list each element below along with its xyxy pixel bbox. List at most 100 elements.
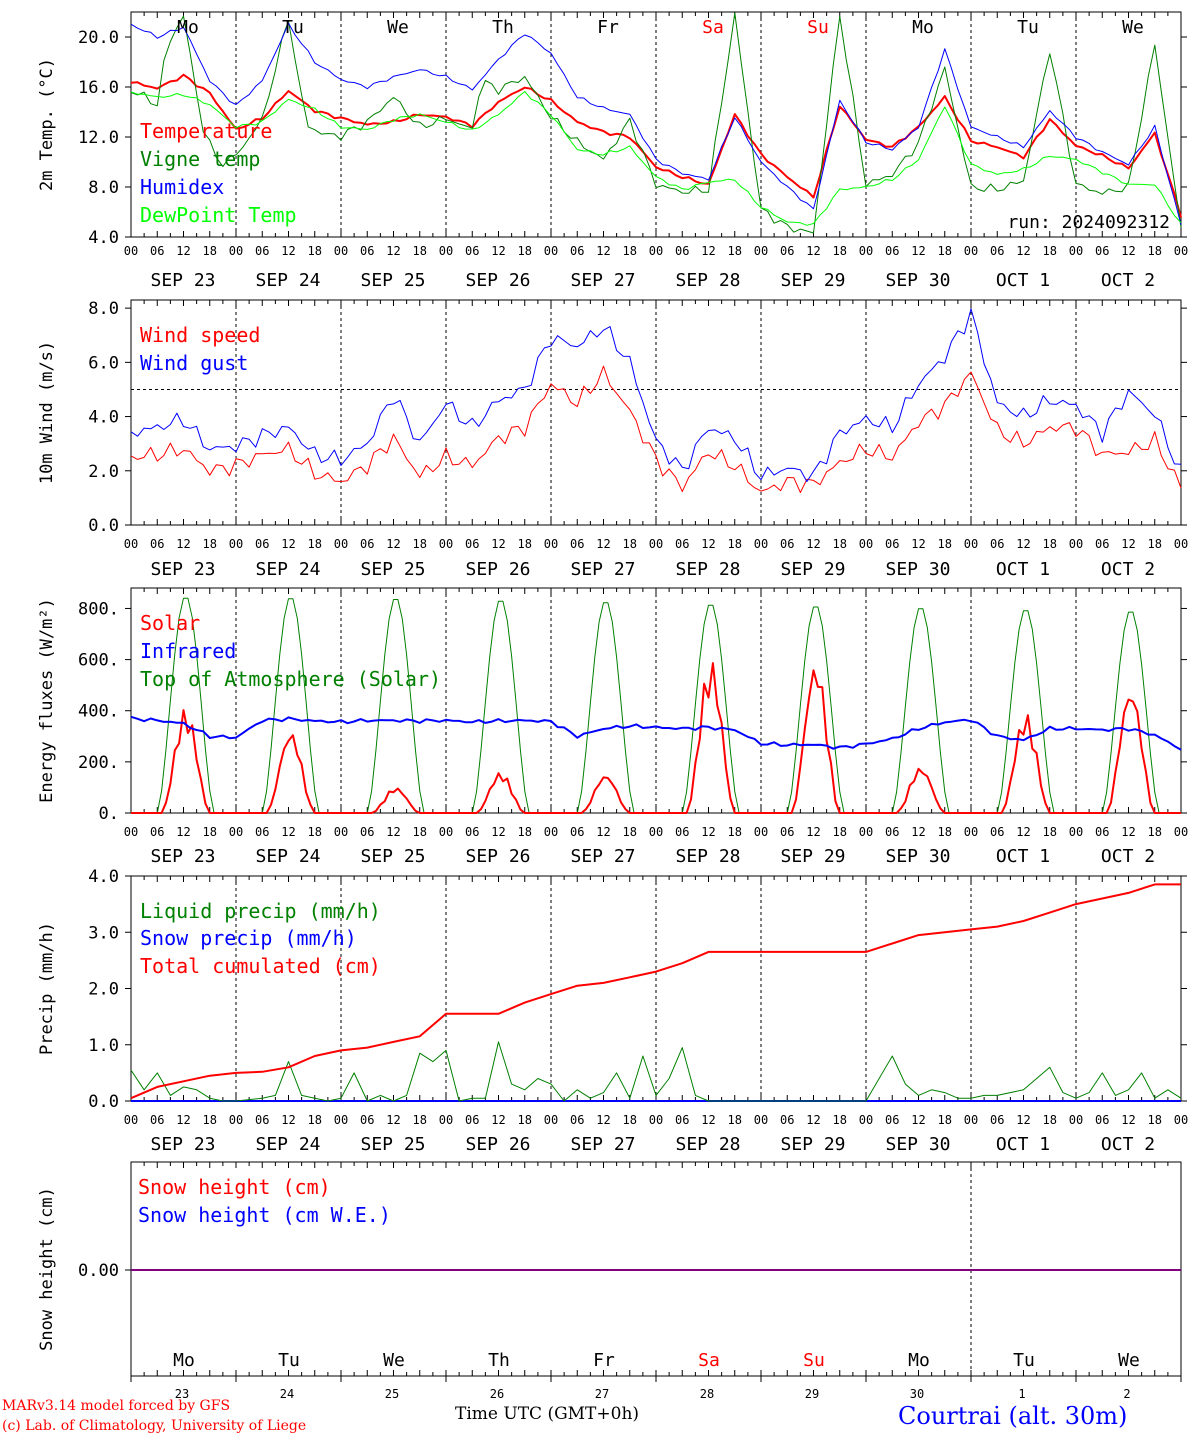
hour-label: 12	[596, 537, 610, 551]
y-axis-label: 10m Wind (m/s)	[37, 341, 57, 484]
hour-label: 00	[859, 825, 873, 839]
hour-label: 18	[728, 244, 742, 258]
weekday-label: Mo	[173, 1350, 195, 1371]
hour-label: 12	[491, 1113, 505, 1127]
hour-label: 00	[1174, 244, 1188, 258]
weekday-label: Mo	[177, 17, 199, 38]
hour-label: 12	[176, 825, 190, 839]
hour-label: 12	[1016, 244, 1030, 258]
weekday-label: We	[1118, 1350, 1140, 1371]
hour-label: 06	[780, 825, 794, 839]
hour-label: 00	[754, 244, 768, 258]
hour-label: 18	[413, 537, 427, 551]
hour-label: 12	[491, 244, 505, 258]
hour-label: 12	[911, 825, 925, 839]
legend-label: Liquid precip (mm/h)	[140, 899, 381, 923]
hour-label: 06	[675, 825, 689, 839]
date-label: SEP 30	[885, 1134, 950, 1155]
hour-label: 12	[176, 1113, 190, 1127]
hour-label: 00	[229, 1113, 243, 1127]
hour-label: 06	[885, 244, 899, 258]
hour-label: 12	[596, 244, 610, 258]
hour-label: 00	[334, 537, 348, 551]
y-tick-label: 0.	[99, 804, 119, 824]
hour-label: 06	[780, 537, 794, 551]
hour-label: 12	[1016, 537, 1030, 551]
hour-label: 00	[754, 825, 768, 839]
date-label: SEP 27	[570, 1134, 635, 1155]
hour-label: 06	[990, 537, 1004, 551]
day-number: 23	[175, 1387, 189, 1401]
day-number: 27	[595, 1387, 609, 1401]
date-label: SEP 24	[255, 1134, 320, 1155]
legend-label: Humidex	[140, 175, 224, 199]
hour-label: 18	[1043, 244, 1057, 258]
weekday-label: Mo	[908, 1350, 930, 1371]
hour-label: 00	[649, 537, 663, 551]
hour-label: 12	[911, 537, 925, 551]
y-tick-label: 200.	[78, 753, 119, 773]
hour-label: 06	[255, 537, 269, 551]
y-tick-label: 0.00	[78, 1261, 119, 1281]
hour-label: 00	[334, 825, 348, 839]
hour-label: 12	[1121, 537, 1135, 551]
hour-label: 00	[754, 537, 768, 551]
hour-label: 12	[386, 1113, 400, 1127]
hour-label: 00	[1069, 1113, 1083, 1127]
hour-label: 06	[885, 825, 899, 839]
hour-label: 00	[439, 244, 453, 258]
legend-label: Vigne temp	[140, 147, 260, 171]
date-label: SEP 30	[885, 559, 950, 580]
hour-label: 18	[938, 1113, 952, 1127]
date-label: SEP 29	[780, 270, 845, 291]
hour-label: 12	[701, 244, 715, 258]
y-tick-label: 2.0	[88, 980, 119, 1000]
hour-label: 12	[386, 537, 400, 551]
hour-label: 18	[518, 244, 532, 258]
y-tick-label: 400.	[78, 702, 119, 722]
hour-label: 06	[990, 244, 1004, 258]
hour-label: 12	[281, 537, 295, 551]
hour-label: 18	[938, 244, 952, 258]
hour-label: 06	[990, 825, 1004, 839]
hour-label: 00	[649, 1113, 663, 1127]
hour-label: 00	[1174, 825, 1188, 839]
legend-label: Snow precip (mm/h)	[140, 926, 357, 950]
day-number: 1	[1018, 1387, 1025, 1401]
date-label: SEP 24	[255, 270, 320, 291]
series-line	[130, 308, 1182, 483]
station-name: Courtrai (alt. 30m)	[898, 1402, 1128, 1430]
weekday-label: Sa	[702, 17, 724, 38]
legend-label: Temperature	[140, 119, 272, 143]
hour-label: 12	[281, 825, 295, 839]
hour-label: 18	[203, 1113, 217, 1127]
hour-label: 12	[911, 1113, 925, 1127]
hour-label: 00	[544, 1113, 558, 1127]
y-tick-label: 2.0	[88, 462, 119, 482]
y-tick-label: 4.0	[88, 228, 119, 248]
y-tick-label: 4.0	[88, 867, 119, 887]
hour-label: 00	[964, 1113, 978, 1127]
y-tick-label: 0.0	[88, 516, 119, 536]
y-tick-label: 6.0	[88, 353, 119, 373]
date-label: SEP 29	[780, 559, 845, 580]
y-tick-label: 3.0	[88, 923, 119, 943]
hour-label: 06	[255, 1113, 269, 1127]
y-tick-label: 600.	[78, 651, 119, 671]
weekday-label: Fr	[593, 1350, 615, 1371]
date-label: SEP 25	[360, 1134, 425, 1155]
series-line	[130, 715, 1182, 751]
date-label: SEP 28	[675, 1134, 740, 1155]
date-label: SEP 24	[255, 559, 320, 580]
date-label: OCT 1	[996, 559, 1050, 580]
hour-label: 18	[413, 244, 427, 258]
hour-label: 18	[623, 537, 637, 551]
hour-label: 12	[281, 1113, 295, 1127]
hour-label: 12	[176, 537, 190, 551]
hour-label: 06	[150, 825, 164, 839]
date-label: SEP 26	[465, 559, 530, 580]
hour-label: 12	[701, 1113, 715, 1127]
hour-label: 18	[308, 1113, 322, 1127]
hour-label: 18	[308, 244, 322, 258]
y-tick-label: 16.0	[78, 78, 119, 98]
